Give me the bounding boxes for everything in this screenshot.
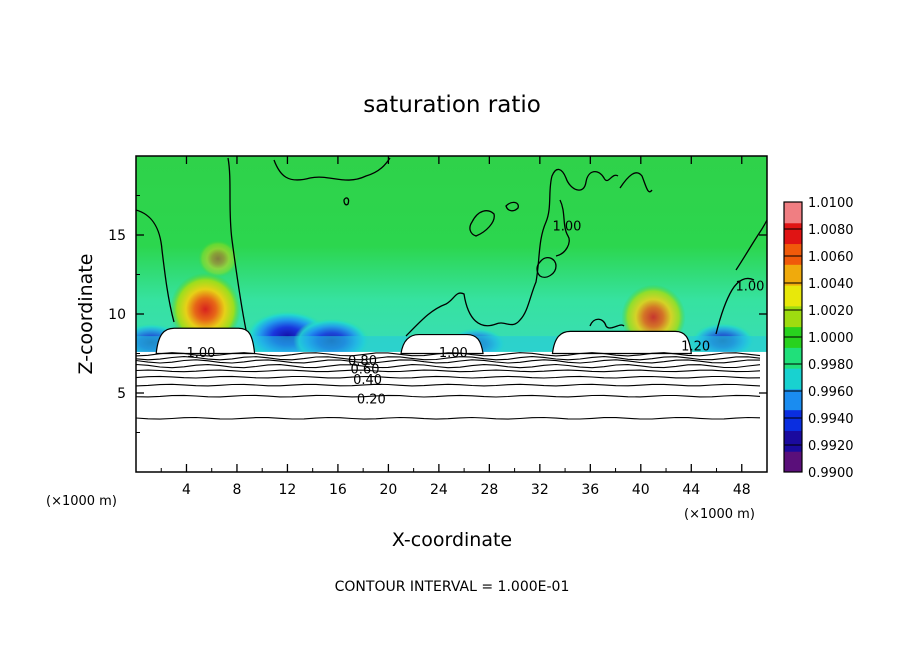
colorbar-label-7: 1.0040: [808, 277, 854, 292]
plot-area: 0.20 0.400.600.80 1.00 1.00 1.20 1.00 1.00: [136, 156, 767, 472]
colorbar-label-9: 1.0080: [808, 223, 854, 238]
x-tick-label-11: 48: [733, 482, 751, 498]
colorbar: 0.9900 0.9920 0.9940 0.9960 0.9980 1.0000 1.00…: [783, 196, 854, 481]
x-tick-label-3: 16: [329, 482, 347, 498]
contour-level-0.9: [136, 352, 761, 357]
chart-title: saturation ratio: [363, 92, 541, 118]
contour-label-0: 0.20: [357, 393, 386, 408]
contour-upper-4: [555, 199, 767, 335]
colorbar-label-10: 1.0100: [808, 196, 854, 211]
contour-label-4: 1.00: [186, 346, 215, 361]
x-tick-label-0: 4: [182, 482, 191, 498]
colorbar-swatch-1: [784, 430, 802, 452]
x-unit-label: (×1000 m): [684, 507, 755, 522]
x-tick-label-5: 24: [430, 482, 448, 498]
colorbar-swatch-12: [784, 202, 802, 224]
colorbar-swatch-2: [784, 409, 802, 431]
colorbar-swatch-0: [784, 451, 802, 473]
x-axis: 4 8 12 16 20 24 28 32 36 40 44 48: [160, 156, 751, 498]
contour-level-0.1: [136, 416, 761, 420]
colorbar-swatch-7: [784, 305, 802, 328]
contour-level-0.7: [136, 359, 761, 364]
clear-region-2: [551, 330, 692, 355]
contour-interval-footer: CONTOUR INTERVAL = 1.000E-01: [335, 579, 570, 595]
clear-layer: [136, 327, 767, 472]
contour-upper-1: [136, 157, 391, 331]
colorbar-swatch-11: [784, 222, 802, 245]
y-axis-title: Z-coordinate: [75, 254, 97, 375]
contour-layer: [136, 157, 767, 337]
colorbar-label-2: 0.9940: [808, 412, 854, 427]
colorbar-label-3: 0.9960: [808, 385, 854, 400]
clear-region-1: [400, 333, 484, 355]
y-unit-label: (×1000 m): [46, 494, 117, 509]
colorbar-swatch-4: [784, 368, 802, 390]
contour-level-0.3: [136, 383, 761, 387]
colorbar-swatch-8: [784, 285, 802, 307]
clear-region-0: [155, 327, 256, 355]
colorbar-swatch-10: [784, 243, 802, 265]
colorbar-label-1: 0.9920: [808, 439, 854, 454]
contour-label-1: 0.40: [353, 373, 382, 388]
contour-level-0.8: [136, 356, 761, 361]
contour-labels: 0.20 0.400.600.80 1.00 1.00 1.20 1.00 1.00: [186, 220, 764, 408]
colorbar-label-8: 1.0060: [808, 250, 854, 265]
contour-upper-2: [405, 168, 653, 337]
colorbar-label-5: 1.0000: [808, 331, 854, 346]
colorbar-label-0: 0.9900: [808, 466, 854, 481]
x-tick-label-4: 20: [379, 482, 397, 498]
contour-label-7: 1.00: [552, 220, 581, 235]
colorbar-swatch-3: [784, 388, 802, 411]
contour-label-3: 0.80: [348, 354, 377, 369]
contour-label-8: 1.00: [735, 280, 764, 295]
x-tick-label-6: 28: [480, 482, 498, 498]
contour-level-0.5: [136, 369, 761, 373]
contour-label-5: 1.00: [439, 346, 468, 361]
colorbar-swatch-5: [784, 347, 802, 369]
contour-label-2: 0.60: [351, 363, 380, 378]
x-axis-title: X-coordinate: [392, 529, 512, 551]
x-tick-label-2: 12: [279, 482, 297, 498]
contour-upper-3: [343, 197, 557, 278]
hotspot-0: [169, 272, 241, 346]
x-tick-label-8: 36: [581, 482, 599, 498]
y-tick-label-2: 15: [108, 228, 126, 244]
x-tick-label-10: 44: [682, 482, 700, 498]
y-tick-label-0: 5: [117, 386, 126, 402]
x-tick-label-7: 32: [531, 482, 549, 498]
contour-label-6: 1.20: [681, 340, 710, 355]
y-axis: 5 10 15: [108, 195, 767, 433]
colorbar-label-4: 0.9980: [808, 358, 854, 373]
contour-stack: [136, 352, 761, 420]
contour-level-0.4: [136, 375, 761, 379]
x-tick-label-1: 8: [232, 482, 241, 498]
colorbar-swatch-9: [784, 264, 802, 286]
x-tick-label-9: 40: [632, 482, 650, 498]
contour-level-0.6: [136, 363, 761, 369]
title: saturation ratio: [363, 92, 541, 118]
subsaturated-region: [136, 351, 767, 472]
y-tick-label-1: 10: [108, 307, 126, 323]
contour-level-0.2: [136, 394, 761, 398]
colorbar-label-6: 1.0020: [808, 304, 854, 319]
hotspot-2: [198, 240, 238, 278]
